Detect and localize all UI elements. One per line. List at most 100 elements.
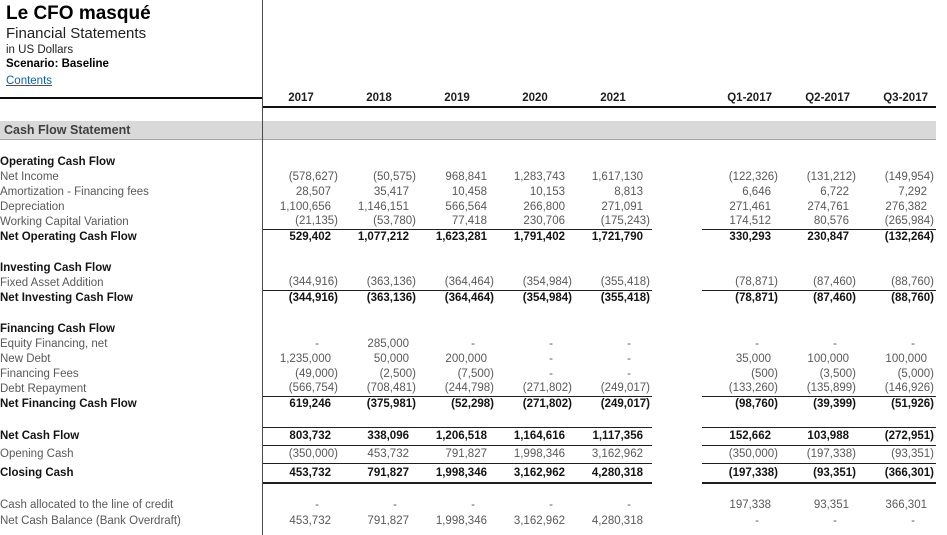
cell-year-2021[interactable]: - <box>627 337 631 350</box>
row-label[interactable]: Net Cash Balance (Bank Overdraft) <box>0 515 181 527</box>
cell-year-2018[interactable] <box>340 321 418 336</box>
cell-quarter-Q3-2017[interactable] <box>858 154 936 169</box>
cell-year-2019[interactable]: 200,000 <box>445 352 487 365</box>
cell-year-2020[interactable] <box>496 260 574 275</box>
cell-year-2018[interactable]: (363,136) <box>340 275 418 291</box>
cell-year-2019[interactable]: 77,418 <box>418 214 496 230</box>
cell-year-2019[interactable] <box>418 321 496 336</box>
row-label[interactable]: Depreciation <box>0 200 65 213</box>
cell-year-2021[interactable]: 3,162,962 <box>574 445 652 464</box>
cell-year-2017[interactable]: (350,000) <box>262 445 340 464</box>
cell-year-2021[interactable]: (249,017) <box>574 381 652 397</box>
row-label[interactable]: Net Operating Cash Flow <box>0 231 137 243</box>
cell-year-2021[interactable]: (355,418) <box>600 292 650 305</box>
cell-quarter-Q2-2017[interactable]: (87,460) <box>780 275 858 291</box>
cell-quarter-Q1-2017[interactable]: 35,000 <box>735 352 771 365</box>
cell-quarter-Q2-2017[interactable]: 100,000 <box>807 352 849 365</box>
cell-year-2018[interactable]: 338,096 <box>340 426 418 446</box>
cell-quarter-Q1-2017[interactable]: (350,000) <box>702 445 780 464</box>
cell-quarter-Q2-2017[interactable] <box>780 154 858 169</box>
cell-quarter-Q3-2017[interactable]: (88,760) <box>891 292 934 305</box>
row-label[interactable]: Amortization - Financing fees <box>0 185 149 198</box>
col-header-2020[interactable]: 2020 <box>496 90 574 108</box>
cell-quarter-Q3-2017[interactable]: (51,926) <box>891 398 934 411</box>
cell-year-2019[interactable]: 791,827 <box>418 445 496 464</box>
cell-quarter-Q1-2017[interactable]: (78,871) <box>702 275 780 291</box>
cell-year-2019[interactable]: (364,464) <box>418 275 496 291</box>
row-label[interactable]: Cash allocated to the line of credit <box>0 499 174 511</box>
cell-quarter-Q1-2017[interactable]: - <box>755 337 759 350</box>
cell-year-2017[interactable]: (49,000) <box>295 367 338 380</box>
cell-year-2019[interactable]: 1,998,346 <box>418 463 496 484</box>
cell-quarter-Q3-2017[interactable]: 7,292 <box>898 185 927 198</box>
cell-quarter-Q2-2017[interactable]: (3,500) <box>819 367 856 380</box>
cell-year-2021[interactable]: - <box>627 499 631 511</box>
cell-year-2017[interactable]: (578,627) <box>288 170 338 183</box>
col-header-2019[interactable]: 2019 <box>418 90 496 108</box>
cell-year-2019[interactable]: 10,458 <box>451 185 487 198</box>
cell-quarter-Q1-2017[interactable]: 330,293 <box>729 231 771 244</box>
cell-year-2017[interactable]: (344,916) <box>262 275 340 291</box>
cell-quarter-Q1-2017[interactable]: (122,326) <box>728 170 778 183</box>
cell-quarter-Q1-2017[interactable]: (133,260) <box>702 381 780 397</box>
cell-year-2020[interactable] <box>496 154 574 169</box>
cell-year-2019[interactable]: (7,500) <box>457 367 494 380</box>
cell-year-2018[interactable] <box>340 260 418 275</box>
cell-quarter-Q1-2017[interactable] <box>702 154 780 169</box>
cell-year-2020[interactable]: - <box>549 367 553 380</box>
cell-year-2018[interactable]: 453,732 <box>340 445 418 464</box>
col-header-2018[interactable]: 2018 <box>340 90 418 108</box>
cell-year-2020[interactable]: 3,162,962 <box>496 463 574 484</box>
cell-quarter-Q3-2017[interactable]: (366,301) <box>858 463 936 484</box>
cell-year-2018[interactable]: (50,575) <box>373 170 416 183</box>
cell-year-2020[interactable]: 10,153 <box>529 185 565 198</box>
cell-year-2017[interactable]: 28,507 <box>295 185 331 198</box>
cell-year-2019[interactable]: 1,623,281 <box>435 231 487 244</box>
cell-quarter-Q1-2017[interactable]: 197,338 <box>729 499 771 511</box>
cell-year-2018[interactable]: (53,780) <box>340 214 418 230</box>
contents-link[interactable]: Contents <box>6 75 53 87</box>
cell-year-2018[interactable]: 1,146,151 <box>357 200 409 213</box>
cell-year-2020[interactable]: - <box>549 352 553 365</box>
col-header-2017[interactable]: 2017 <box>262 90 340 108</box>
row-label[interactable]: Net Investing Cash Flow <box>0 292 133 304</box>
cell-year-2021[interactable]: (249,017) <box>600 398 650 411</box>
cell-year-2017[interactable]: (344,916) <box>288 292 338 305</box>
cell-quarter-Q2-2017[interactable]: 103,988 <box>780 426 858 446</box>
row-label[interactable]: Closing Cash <box>0 467 74 479</box>
cell-year-2019[interactable]: 1,998,346 <box>435 515 487 527</box>
cell-quarter-Q3-2017[interactable]: 366,301 <box>885 499 927 511</box>
cell-quarter-Q3-2017[interactable]: (93,351) <box>858 445 936 464</box>
cell-year-2020[interactable]: (354,984) <box>522 292 572 305</box>
cell-year-2017[interactable]: - <box>315 499 319 511</box>
cell-year-2018[interactable]: 1,077,212 <box>357 231 409 244</box>
cell-quarter-Q2-2017[interactable]: (39,399) <box>813 398 856 411</box>
row-label[interactable]: Net Income <box>0 170 59 183</box>
cell-year-2021[interactable]: 1,721,790 <box>591 231 643 244</box>
cell-quarter-Q2-2017[interactable]: - <box>833 515 837 527</box>
col-header-q2-2017[interactable]: Q2-2017 <box>780 90 858 108</box>
row-label[interactable]: Financing Cash Flow <box>0 322 116 335</box>
cell-year-2018[interactable]: (708,481) <box>340 381 418 397</box>
cell-year-2018[interactable]: (375,981) <box>366 398 416 411</box>
cell-year-2018[interactable]: 50,000 <box>373 352 409 365</box>
cell-year-2021[interactable] <box>574 154 652 169</box>
cell-year-2020[interactable]: 1,164,616 <box>496 426 574 446</box>
row-label[interactable]: Working Capital Variation <box>0 215 129 228</box>
cell-year-2021[interactable]: 271,091 <box>601 200 643 213</box>
cell-year-2018[interactable]: 285,000 <box>367 337 409 350</box>
cell-year-2017[interactable]: - <box>315 337 319 350</box>
cell-quarter-Q3-2017[interactable]: (265,984) <box>858 214 936 230</box>
row-label[interactable]: Fixed Asset Addition <box>0 276 104 289</box>
cell-quarter-Q2-2017[interactable]: 6,722 <box>820 185 849 198</box>
cell-year-2017[interactable]: 453,732 <box>289 515 331 527</box>
cell-quarter-Q3-2017[interactable]: - <box>911 515 915 527</box>
cell-year-2021[interactable]: - <box>627 367 631 380</box>
cell-quarter-Q3-2017[interactable]: (272,951) <box>858 426 936 446</box>
row-label[interactable]: New Debt <box>0 352 51 365</box>
cell-year-2018[interactable] <box>340 154 418 169</box>
cell-year-2021[interactable] <box>574 260 652 275</box>
cell-year-2019[interactable] <box>418 154 496 169</box>
cell-quarter-Q2-2017[interactable]: (87,460) <box>813 292 856 305</box>
cell-quarter-Q1-2017[interactable] <box>702 260 780 275</box>
